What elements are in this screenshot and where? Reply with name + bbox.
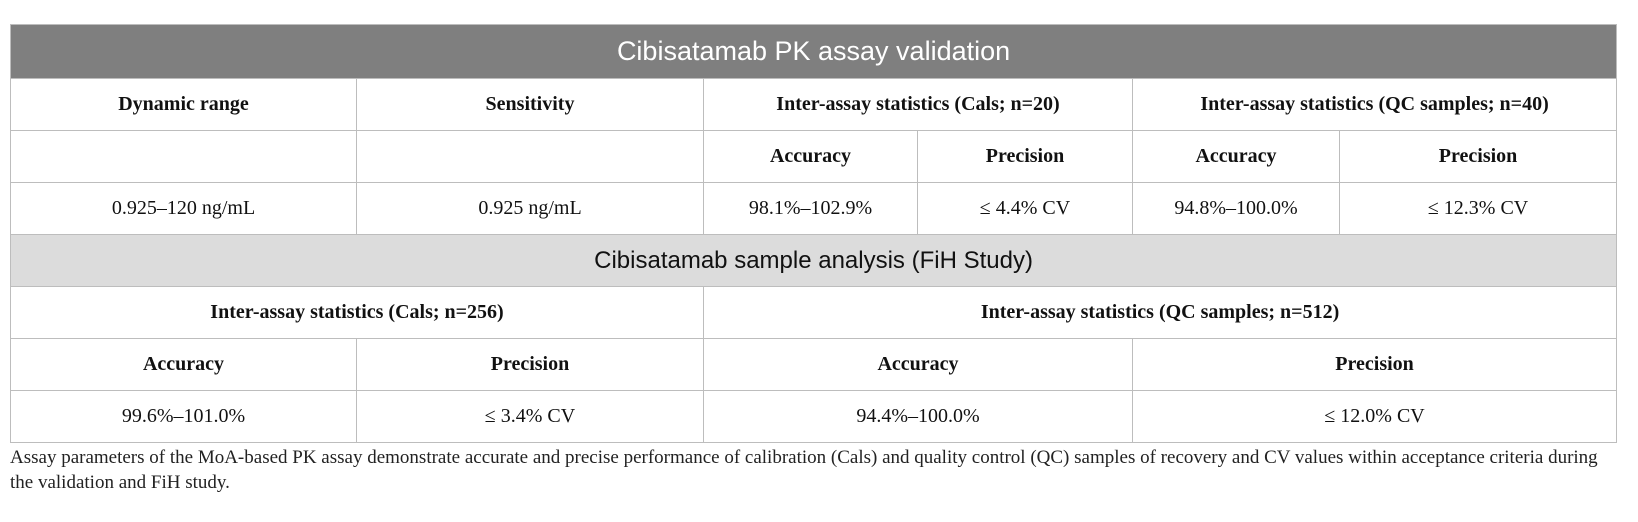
header-dynamic-range: Dynamic range <box>10 78 357 131</box>
subheader-analysis-cals-accuracy: Accuracy <box>10 338 357 391</box>
value-analysis-qc-accuracy: 94.4%–100.0% <box>703 390 1133 443</box>
validation-header-row: Dynamic range Sensitivity Inter-assay st… <box>10 78 1618 131</box>
subheader-analysis-cals-precision: Precision <box>356 338 704 391</box>
validation-title: Cibisatamab PK assay validation <box>9 24 1618 79</box>
assay-table-container: Cibisatamab PK assay validation Dynamic … <box>9 24 1618 443</box>
value-analysis-cals-precision: ≤ 3.4% CV <box>356 390 704 443</box>
header-inter-assay-qc: Inter-assay statistics (QC samples; n=40… <box>1131 78 1618 131</box>
analysis-title-row: Cibisatamab sample analysis (FiH Study) <box>9 234 1618 287</box>
empty-cell <box>356 130 704 183</box>
value-cals-accuracy: 98.1%–102.9% <box>703 182 918 235</box>
header-analysis-inter-assay-cals: Inter-assay statistics (Cals; n=256) <box>10 286 704 339</box>
value-sensitivity: 0.925 ng/mL <box>356 182 704 235</box>
header-analysis-inter-assay-qc: Inter-assay statistics (QC samples; n=51… <box>702 286 1618 339</box>
subheader-qc-accuracy: Accuracy <box>1132 130 1340 183</box>
subheader-analysis-qc-precision: Precision <box>1131 338 1618 391</box>
value-dynamic-range: 0.925–120 ng/mL <box>10 182 357 235</box>
assay-table: Cibisatamab PK assay validation Dynamic … <box>9 24 1618 443</box>
analysis-value-row: 99.6%–101.0% ≤ 3.4% CV 94.4%–100.0% ≤ 12… <box>10 390 1618 443</box>
subheader-qc-precision: Precision <box>1338 130 1618 183</box>
header-inter-assay-cals: Inter-assay statistics (Cals; n=20) <box>703 78 1133 131</box>
value-cals-precision: ≤ 4.4% CV <box>917 182 1133 235</box>
subheader-cals-accuracy: Accuracy <box>703 130 918 183</box>
header-sensitivity: Sensitivity <box>356 78 704 131</box>
validation-value-row: 0.925–120 ng/mL 0.925 ng/mL 98.1%–102.9%… <box>10 182 1618 235</box>
subheader-cals-precision: Precision <box>917 130 1133 183</box>
analysis-title: Cibisatamab sample analysis (FiH Study) <box>9 234 1618 287</box>
analysis-subheader-row: Accuracy Precision Accuracy Precision <box>10 338 1618 391</box>
value-analysis-qc-precision: ≤ 12.0% CV <box>1131 390 1618 443</box>
validation-title-row: Cibisatamab PK assay validation <box>9 24 1618 79</box>
validation-subheader-row: Accuracy Precision Accuracy Precision <box>10 130 1618 183</box>
empty-cell <box>10 130 357 183</box>
value-qc-accuracy: 94.8%–100.0% <box>1132 182 1340 235</box>
value-qc-precision: ≤ 12.3% CV <box>1338 182 1618 235</box>
analysis-header-row: Inter-assay statistics (Cals; n=256) Int… <box>10 286 1618 339</box>
table-caption: Assay parameters of the MoA-based PK ass… <box>10 447 1598 493</box>
subheader-analysis-qc-accuracy: Accuracy <box>703 338 1133 391</box>
value-analysis-cals-accuracy: 99.6%–101.0% <box>10 390 357 443</box>
